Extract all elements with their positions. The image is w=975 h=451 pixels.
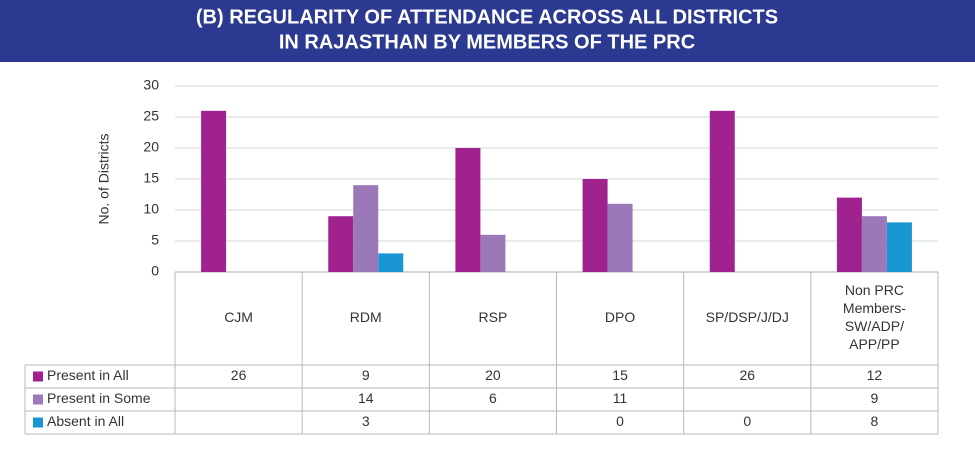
table-value: 26 <box>231 367 247 383</box>
bar <box>201 110 227 272</box>
x-tick-label: RDM <box>350 309 382 325</box>
x-tick-label: RSP <box>479 309 508 325</box>
legend-swatch <box>33 394 43 405</box>
table-value: 9 <box>871 390 879 406</box>
table-value: 9 <box>362 367 370 383</box>
x-tick-label: SP/DSP/J/DJ <box>706 309 789 325</box>
bar <box>861 216 887 272</box>
bar <box>328 216 354 272</box>
table-value: 14 <box>358 390 374 406</box>
y-tick-label: 5 <box>151 232 159 248</box>
bar <box>582 179 608 272</box>
y-tick-label: 30 <box>143 77 159 93</box>
bar <box>378 253 404 272</box>
y-tick-label: 10 <box>143 201 159 217</box>
table-value: 6 <box>489 390 497 406</box>
table-value: 11 <box>613 390 628 406</box>
bar <box>480 234 506 272</box>
table-value: 15 <box>612 367 628 383</box>
y-tick-label: 25 <box>143 108 159 124</box>
bar <box>709 110 735 272</box>
y-tick-label: 15 <box>143 170 159 186</box>
bar <box>607 203 633 272</box>
bar <box>886 222 912 272</box>
legend-swatch <box>33 371 43 382</box>
title-band <box>0 0 975 62</box>
legend-label: Present in All <box>47 367 129 383</box>
bar <box>455 148 481 272</box>
table-value: 3 <box>362 413 370 429</box>
table-value: 0 <box>743 413 751 429</box>
x-tick-label: DPO <box>605 309 635 325</box>
x-tick-label: CJM <box>224 309 253 325</box>
table-value: 8 <box>871 413 879 429</box>
legend-swatch <box>33 417 43 428</box>
bar <box>353 185 379 272</box>
table-value: 12 <box>867 367 883 383</box>
y-tick-label: 20 <box>143 139 159 155</box>
y-axis-label: No. of Districts <box>96 133 112 224</box>
table-value: 20 <box>485 367 501 383</box>
legend-label: Present in Some <box>47 390 151 406</box>
chart-title: (B) REGULARITY OF ATTENDANCE ACROSS ALL … <box>196 7 778 54</box>
y-tick-label: 0 <box>151 263 159 279</box>
bar <box>836 197 862 272</box>
table-value: 0 <box>616 413 624 429</box>
x-tick-label: Non PRC Members-SW/ADP/APP/PP <box>843 282 906 352</box>
table-value: 26 <box>739 367 755 383</box>
legend-label: Absent in All <box>47 413 124 429</box>
